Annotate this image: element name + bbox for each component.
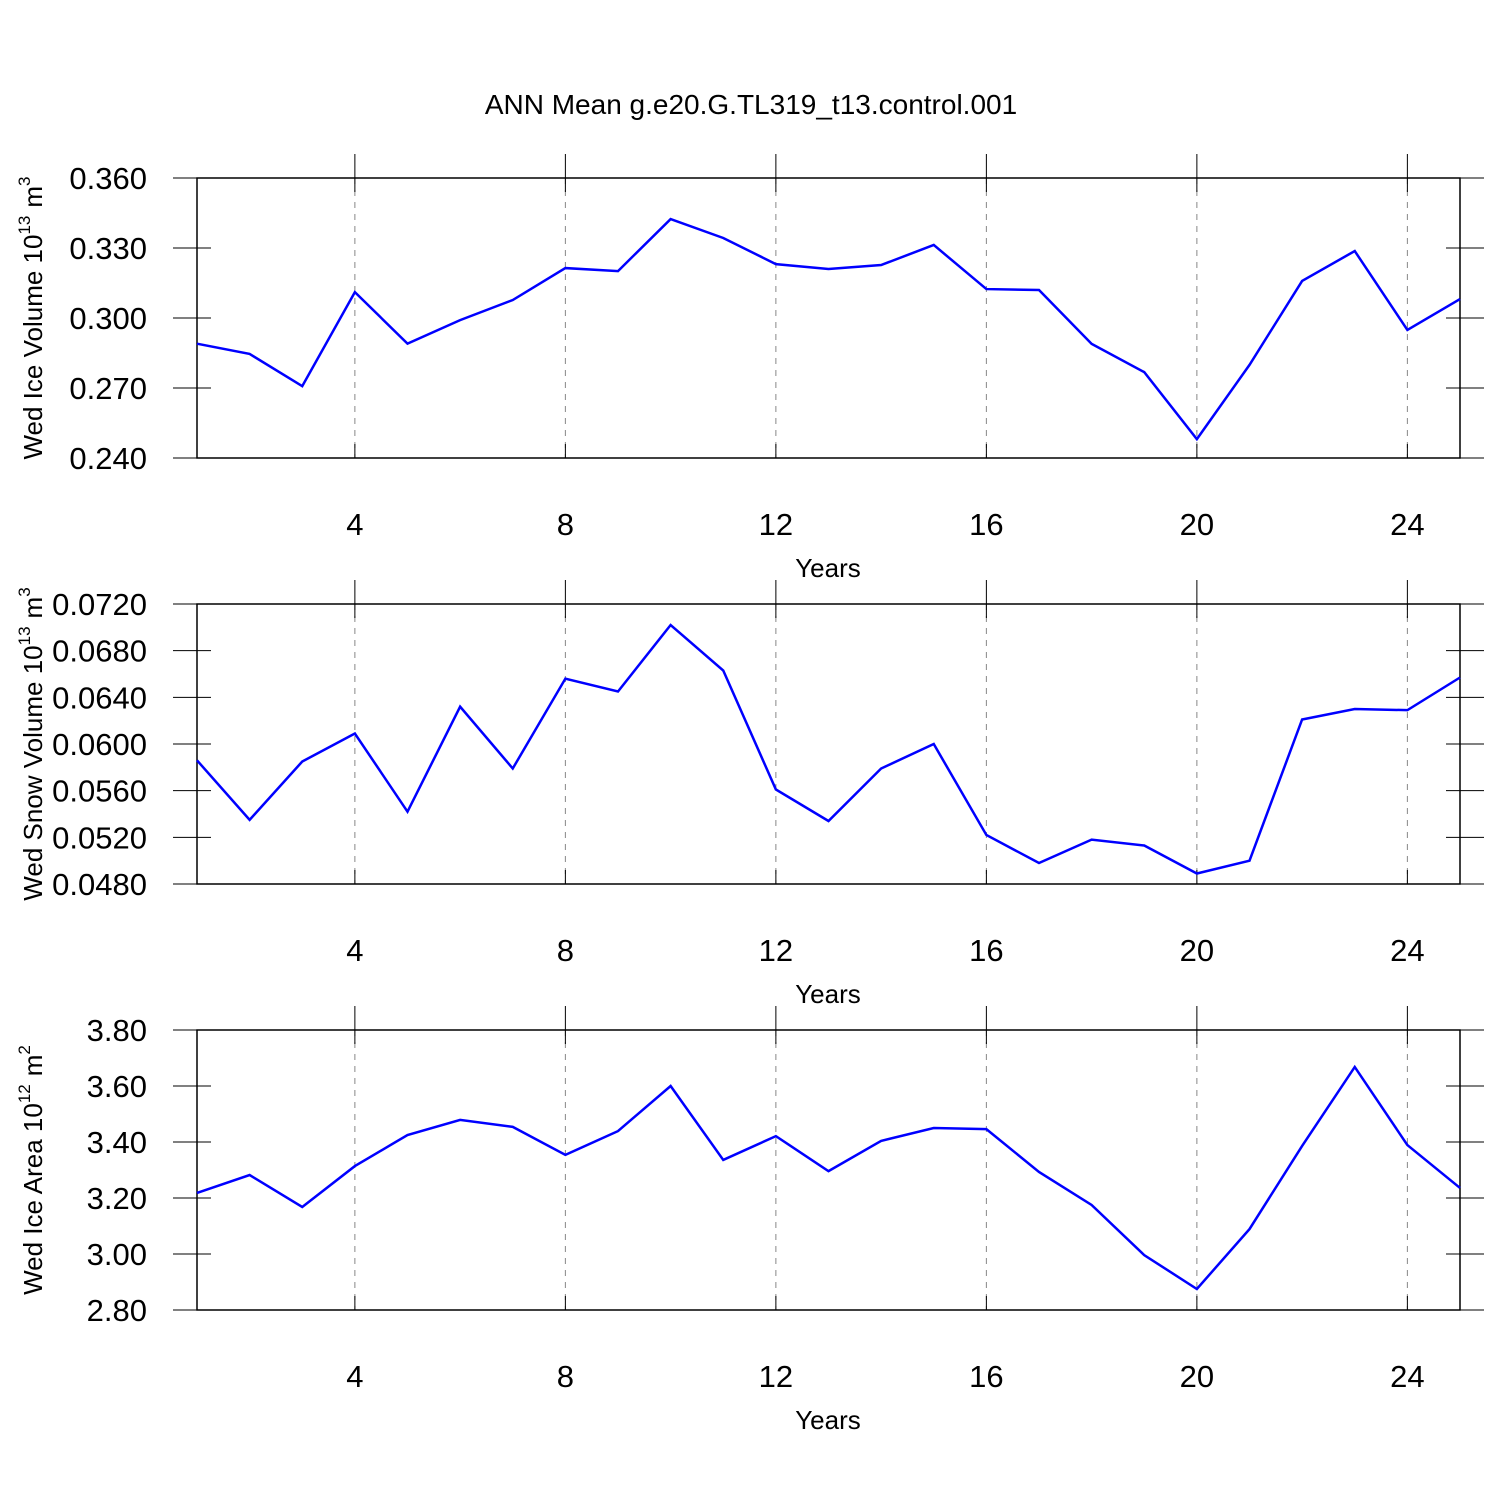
- y-axis-label: Wed Ice Volume 1013 m3: [15, 176, 48, 459]
- x-tick-label: 12: [759, 933, 793, 968]
- x-axis-label: Years: [795, 979, 861, 1009]
- plot-frame: [196, 177, 1461, 459]
- y-axis-label: Wed Snow Volume 1013 m3: [15, 587, 48, 900]
- y-tick-label: 3.80: [87, 1013, 147, 1048]
- x-tick-label: 4: [346, 507, 363, 542]
- y-tick-label: 3.40: [87, 1125, 147, 1160]
- x-tick-label: 16: [969, 507, 1003, 542]
- y-tick-label: 0.300: [69, 301, 147, 336]
- data-line: [196, 623, 1461, 875]
- x-tick-label: 8: [557, 933, 574, 968]
- data-line: [196, 217, 1461, 442]
- x-tick-label: 8: [557, 507, 574, 542]
- x-tick-label: 20: [1180, 933, 1214, 968]
- y-label-power: 13: [15, 626, 34, 645]
- y-label-power: 12: [15, 1084, 34, 1103]
- x-tick-label: 24: [1390, 933, 1424, 968]
- x-tick-label: 20: [1180, 1359, 1214, 1394]
- plot-frame: [196, 603, 1461, 885]
- y-tick-label: 3.00: [87, 1237, 147, 1272]
- x-axis-label: Years: [795, 553, 861, 583]
- y-label-unit-power: 3: [15, 176, 34, 185]
- y-tick-label: 2.80: [87, 1293, 147, 1328]
- y-label-unit: m: [18, 1055, 48, 1077]
- x-tick-label: 8: [557, 1359, 574, 1394]
- y-label-unit: m: [18, 597, 48, 619]
- y-tick-label: 0.330: [69, 231, 147, 266]
- x-tick-label: 12: [759, 1359, 793, 1394]
- y-label-text: Wed Ice Area 10: [18, 1103, 48, 1295]
- y-tick-label: 0.240: [69, 441, 147, 476]
- x-axis-label: Years: [795, 1405, 861, 1435]
- y-label-text: Wed Snow Volume 10: [18, 645, 48, 900]
- y-tick-label: 0.0680: [52, 634, 147, 669]
- x-tick-label: 20: [1180, 507, 1214, 542]
- y-axis-label: Wed Ice Area 1012 m2: [15, 1045, 48, 1295]
- y-label-power: 13: [15, 216, 34, 235]
- x-tick-label: 4: [346, 933, 363, 968]
- y-tick-label: 0.0600: [52, 727, 147, 762]
- y-label-text: Wed Ice Volume 10: [18, 235, 48, 460]
- y-label-unit-power: 3: [15, 587, 34, 596]
- x-tick-label: 16: [969, 1359, 1003, 1394]
- x-tick-label: 12: [759, 507, 793, 542]
- data-line: [196, 1064, 1461, 1291]
- plot-frame: [196, 1029, 1461, 1311]
- y-tick-label: 3.20: [87, 1181, 147, 1216]
- y-tick-label: 0.0520: [52, 820, 147, 855]
- x-tick-label: 24: [1390, 1359, 1424, 1394]
- y-tick-label: 0.0720: [52, 587, 147, 622]
- chart-title: ANN Mean g.e20.G.TL319_t13.control.001: [485, 89, 1017, 120]
- y-tick-label: 0.0480: [52, 867, 147, 902]
- y-tick-label: 0.0560: [52, 774, 147, 809]
- y-tick-label: 0.0640: [52, 680, 147, 715]
- x-tick-label: 16: [969, 933, 1003, 968]
- y-tick-label: 3.60: [87, 1069, 147, 1104]
- y-tick-label: 0.270: [69, 371, 147, 406]
- y-label-unit: m: [18, 186, 48, 208]
- y-label-unit-power: 2: [15, 1045, 34, 1054]
- x-tick-label: 4: [346, 1359, 363, 1394]
- x-tick-label: 24: [1390, 507, 1424, 542]
- y-tick-label: 0.360: [69, 161, 147, 196]
